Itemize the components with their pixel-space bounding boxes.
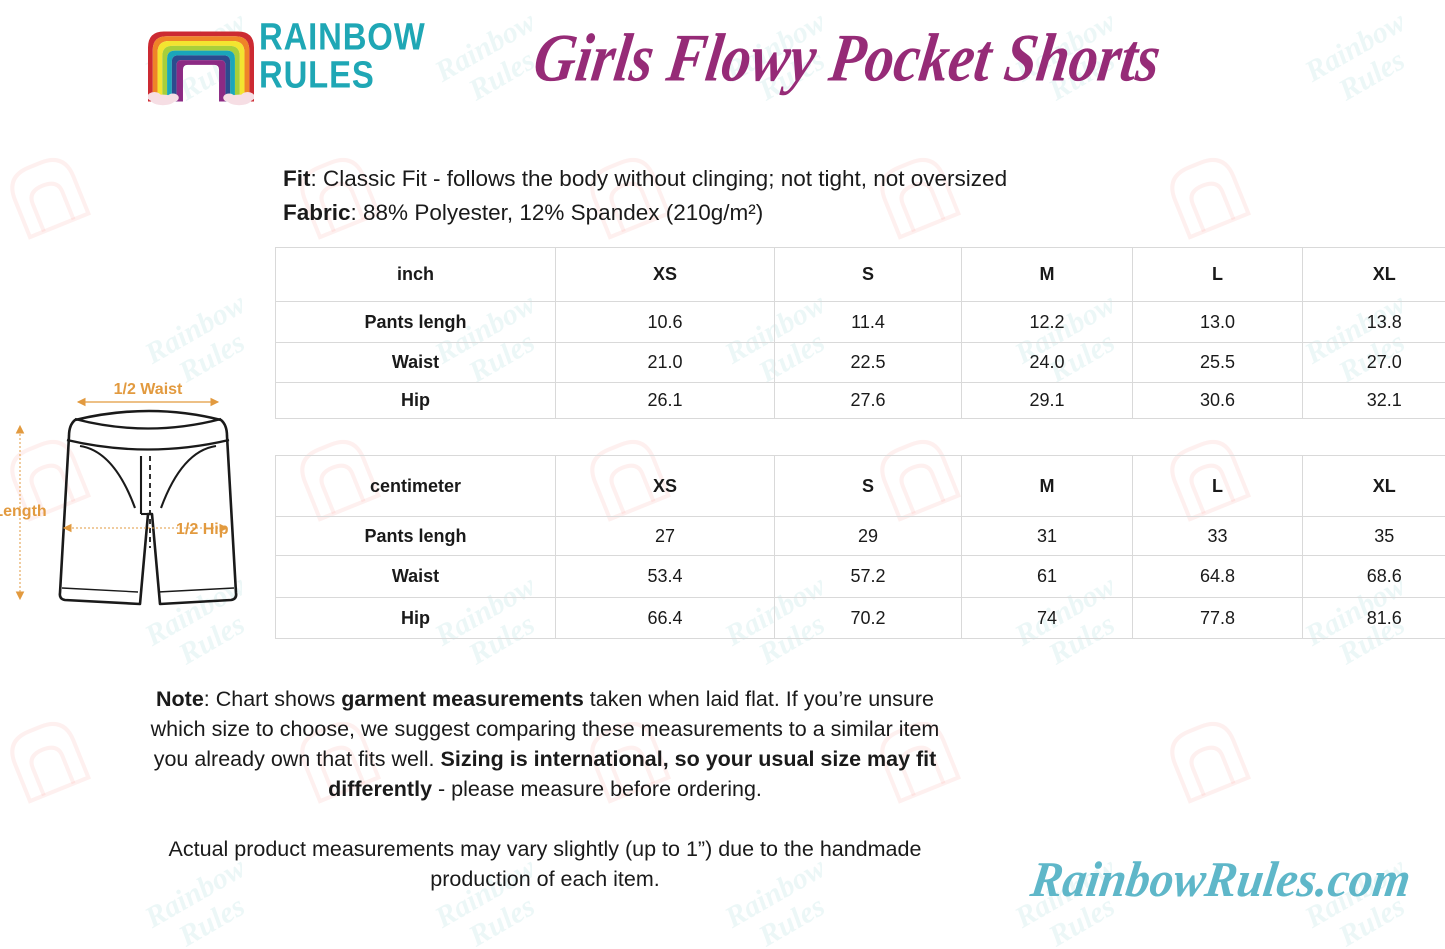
svg-text:1/2 Hip: 1/2 Hip: [176, 521, 229, 538]
svg-text:1/2 Waist: 1/2 Waist: [114, 381, 183, 398]
svg-text:Length: Length: [0, 503, 47, 520]
